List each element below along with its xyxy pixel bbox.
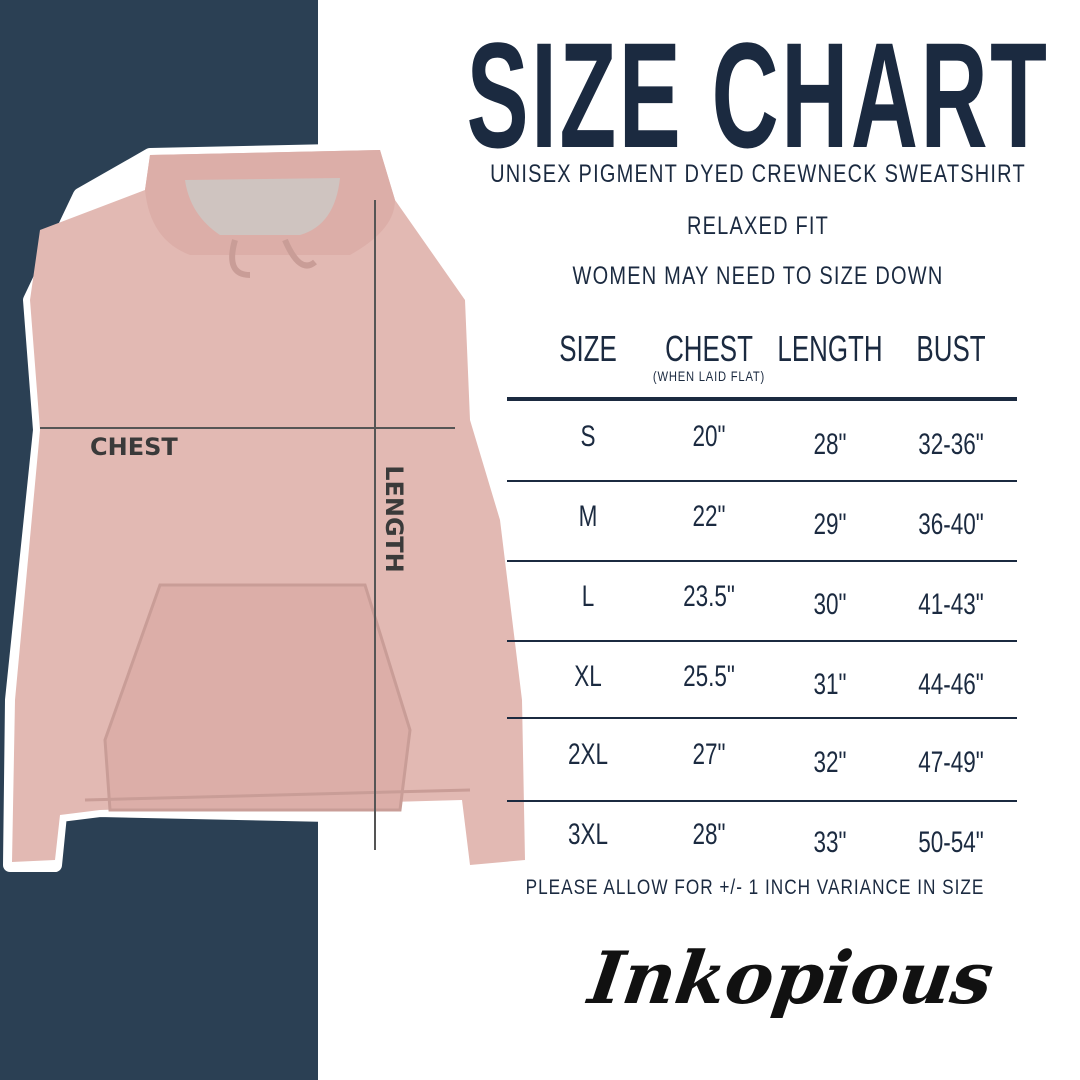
brand-logo: Inkopious [584, 935, 999, 1020]
row-divider [507, 560, 1017, 562]
table-cell: 3XL [567, 818, 609, 851]
fit-text: RELAXED FIT [686, 212, 830, 240]
table-cell: 28" [692, 818, 726, 851]
table-cell: 2XL [567, 738, 609, 771]
length-label: LENGTH [379, 465, 408, 573]
table-cell: M [578, 500, 598, 533]
variance-note: PLEASE ALLOW FOR +/- 1 INCH VARIANCE IN … [525, 876, 985, 899]
table-cell: 32-36" [918, 428, 984, 461]
header-length: LENGTH [777, 328, 883, 369]
table-cell: 30" [813, 588, 847, 621]
table-cell: 47-49" [918, 746, 984, 779]
table-cell: 20" [692, 420, 726, 453]
advice-text: WOMEN MAY NEED TO SIZE DOWN [572, 262, 944, 290]
table-cell: XL [574, 660, 602, 693]
chest-label: CHEST [90, 433, 178, 461]
table-cell: 31" [813, 668, 847, 701]
table-cell: 28" [813, 428, 847, 461]
table-cell: 36-40" [918, 508, 984, 541]
table-cell: 41-43" [918, 588, 984, 621]
row-divider [507, 800, 1017, 802]
chest-note: (WHEN LAID FLAT) [652, 368, 766, 384]
header-size: SIZE [559, 328, 617, 369]
header-chest: CHEST [665, 328, 753, 369]
table-cell: 29" [813, 508, 847, 541]
table-cell: S [580, 420, 596, 453]
table-cell: 25.5" [683, 660, 735, 693]
row-divider [507, 480, 1017, 482]
table-cell: 32" [813, 746, 847, 779]
hoodie-image [12, 150, 525, 865]
row-divider [507, 717, 1017, 719]
row-divider [507, 640, 1017, 642]
header-divider [507, 397, 1017, 401]
table-cell: 33" [813, 826, 847, 859]
subtitle: UNISEX PIGMENT DYED CREWNECK SWEATSHIRT [490, 160, 1026, 188]
table-cell: 50-54" [918, 826, 984, 859]
table-cell: 22" [692, 500, 726, 533]
header-bust: BUST [916, 328, 986, 369]
page-title: SIZE CHART [466, 11, 1050, 179]
table-cell: L [581, 580, 595, 613]
table-cell: 23.5" [683, 580, 735, 613]
table-cell: 27" [692, 738, 726, 771]
table-cell: 44-46" [918, 668, 984, 701]
